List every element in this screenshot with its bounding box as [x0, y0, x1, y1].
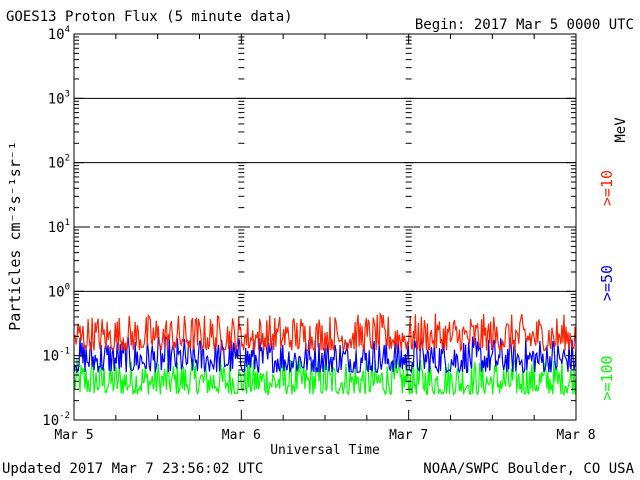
- y-tick-label: 100: [48, 282, 70, 300]
- legend-entry: >=50: [598, 265, 616, 301]
- x-tick-label: Mar 5: [54, 428, 93, 443]
- y-tick-label: 10-2: [42, 411, 70, 429]
- legend-entry: >=100: [598, 355, 616, 400]
- series-line: [73, 358, 577, 397]
- y-tick-label: 101: [48, 218, 70, 236]
- legend-entry: >=10: [598, 170, 616, 206]
- axis-layer: 10-2 10-1 100 101 102 103 104 Mar 5 Mar 6 Mar 7 Ma…: [42, 25, 595, 443]
- x-tick-label: Mar 6: [222, 428, 261, 443]
- y-tick-label: 10-1: [42, 347, 70, 365]
- x-tick-label: Mar 7: [389, 428, 428, 443]
- grid-layer: [74, 97, 576, 292]
- y-tick-label: 104: [48, 25, 70, 43]
- source-credit: NOAA/SWPC Boulder, CO USA: [423, 461, 634, 477]
- legend-unit: MeV: [613, 117, 629, 143]
- updated-timestamp: Updated 2017 Mar 7 23:56:02 UTC: [2, 461, 264, 477]
- legend: MeV >=10 >=50 >=100: [598, 117, 629, 401]
- series-line: [73, 335, 577, 375]
- chart-title: GOES13 Proton Flux (5 minute data): [6, 9, 293, 25]
- begin-time: Begin: 2017 Mar 5 0000 UTC: [414, 17, 634, 33]
- y-tick-label: 103: [48, 89, 70, 107]
- series-line: [73, 311, 577, 353]
- x-tick-label: Mar 8: [556, 428, 595, 443]
- y-tick-label: 102: [48, 154, 70, 172]
- x-axis-label: Universal Time: [270, 443, 380, 458]
- y-axis-label: Particles cm⁻²s⁻¹sr⁻¹: [6, 141, 24, 331]
- series-layer: [73, 311, 577, 397]
